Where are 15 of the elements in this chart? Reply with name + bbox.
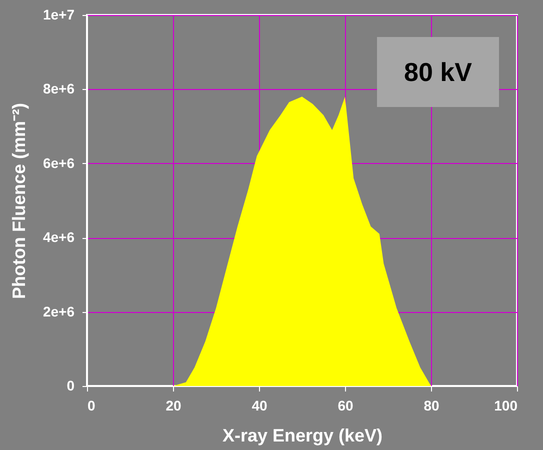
x-tick-label: 80	[424, 398, 440, 414]
y-tick-label: 2e+6	[42, 303, 75, 320]
y-tick-label: 1e+7	[42, 6, 75, 22]
y-tick-label: 4e+6	[42, 229, 75, 246]
x-tick-label: 40	[252, 398, 268, 414]
y-tick-label: 6e+6	[42, 154, 75, 171]
x-tick-label: 20	[166, 398, 182, 414]
x-tick-label: 0	[88, 398, 96, 414]
x-tick-label: 100	[494, 398, 518, 414]
y-axis-title: Photon Fluence (mm⁻²)	[8, 103, 29, 299]
y-tick-label: 0	[66, 378, 75, 394]
y-tick-label: 8e+6	[42, 80, 75, 97]
x-axis-title: X-ray Energy (keV)	[222, 426, 383, 446]
annotation: 80 kV	[404, 57, 473, 87]
x-tick-label: 60	[338, 398, 354, 414]
